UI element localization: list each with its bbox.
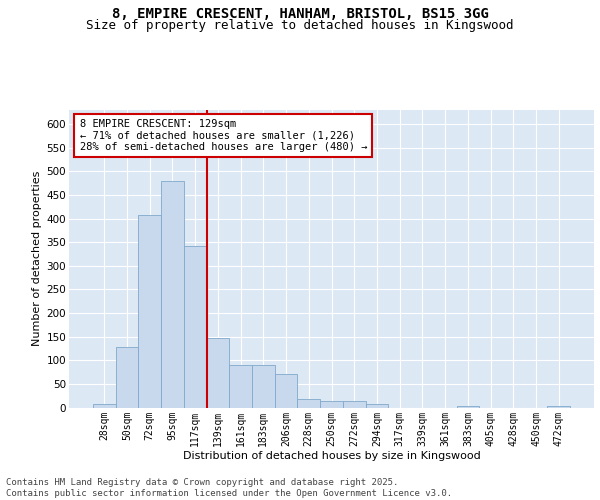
Bar	[275, 374, 298, 408]
Bar	[93, 404, 116, 407]
Y-axis label: Number of detached properties: Number of detached properties	[32, 171, 43, 346]
Bar	[457, 406, 479, 407]
Text: 8, EMPIRE CRESCENT, HANHAM, BRISTOL, BS15 3GG: 8, EMPIRE CRESCENT, HANHAM, BRISTOL, BS1…	[112, 8, 488, 22]
Bar	[161, 181, 184, 408]
Bar	[365, 404, 388, 407]
Bar	[343, 402, 365, 407]
Text: 8 EMPIRE CRESCENT: 129sqm
← 71% of detached houses are smaller (1,226)
28% of se: 8 EMPIRE CRESCENT: 129sqm ← 71% of detac…	[79, 119, 367, 152]
Bar	[547, 406, 570, 407]
Bar	[252, 365, 275, 408]
Bar	[229, 365, 252, 408]
Bar	[206, 338, 229, 407]
Bar	[320, 402, 343, 407]
Bar	[184, 246, 206, 408]
Text: Size of property relative to detached houses in Kingswood: Size of property relative to detached ho…	[86, 19, 514, 32]
Bar	[116, 347, 139, 408]
Text: Contains HM Land Registry data © Crown copyright and database right 2025.
Contai: Contains HM Land Registry data © Crown c…	[6, 478, 452, 498]
Bar	[139, 215, 161, 408]
X-axis label: Distribution of detached houses by size in Kingswood: Distribution of detached houses by size …	[182, 451, 481, 461]
Bar	[298, 400, 320, 407]
